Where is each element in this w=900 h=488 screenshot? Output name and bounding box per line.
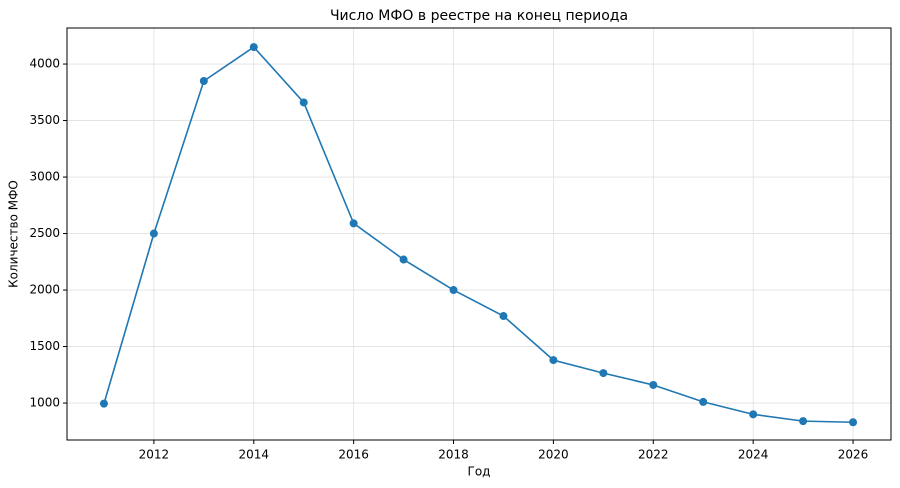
- data-point: [199, 76, 208, 85]
- data-point: [749, 410, 758, 419]
- y-tick-label: 2000: [29, 283, 60, 297]
- data-point: [399, 255, 408, 264]
- x-tick-label: 2022: [638, 448, 669, 462]
- y-tick-label: 1500: [29, 339, 60, 353]
- data-point: [149, 229, 158, 238]
- y-tick-label: 4000: [29, 57, 60, 71]
- y-tick-label: 2500: [29, 226, 60, 240]
- y-tick-label: 1000: [29, 396, 60, 410]
- data-point: [499, 312, 508, 321]
- x-tick-label: 2024: [738, 448, 769, 462]
- data-point: [849, 418, 858, 427]
- plot-frame: [66, 27, 892, 441]
- x-tick-label: 2016: [338, 448, 369, 462]
- data-point: [449, 286, 458, 295]
- data-point: [99, 399, 108, 408]
- data-point: [299, 98, 308, 107]
- data-line: [103, 46, 854, 424]
- x-axis-label: Год: [468, 465, 491, 479]
- x-tick-label: 2020: [538, 448, 569, 462]
- x-tick-label: 2026: [838, 448, 869, 462]
- data-point: [349, 219, 358, 228]
- data-point: [649, 380, 658, 389]
- chart-title: Число МФО в реестре на конец периода: [330, 8, 628, 24]
- data-point: [249, 43, 258, 52]
- x-tick-label: 2014: [238, 448, 269, 462]
- data-point: [799, 417, 808, 426]
- y-tick-label: 3500: [29, 113, 60, 127]
- x-tick-label: 2018: [438, 448, 469, 462]
- data-point: [599, 369, 608, 378]
- x-tick-label: 2012: [139, 448, 170, 462]
- y-tick-label: 3000: [29, 170, 60, 184]
- y-axis-label: Количество МФО: [7, 180, 21, 288]
- data-point: [699, 397, 708, 406]
- data-point: [549, 356, 558, 365]
